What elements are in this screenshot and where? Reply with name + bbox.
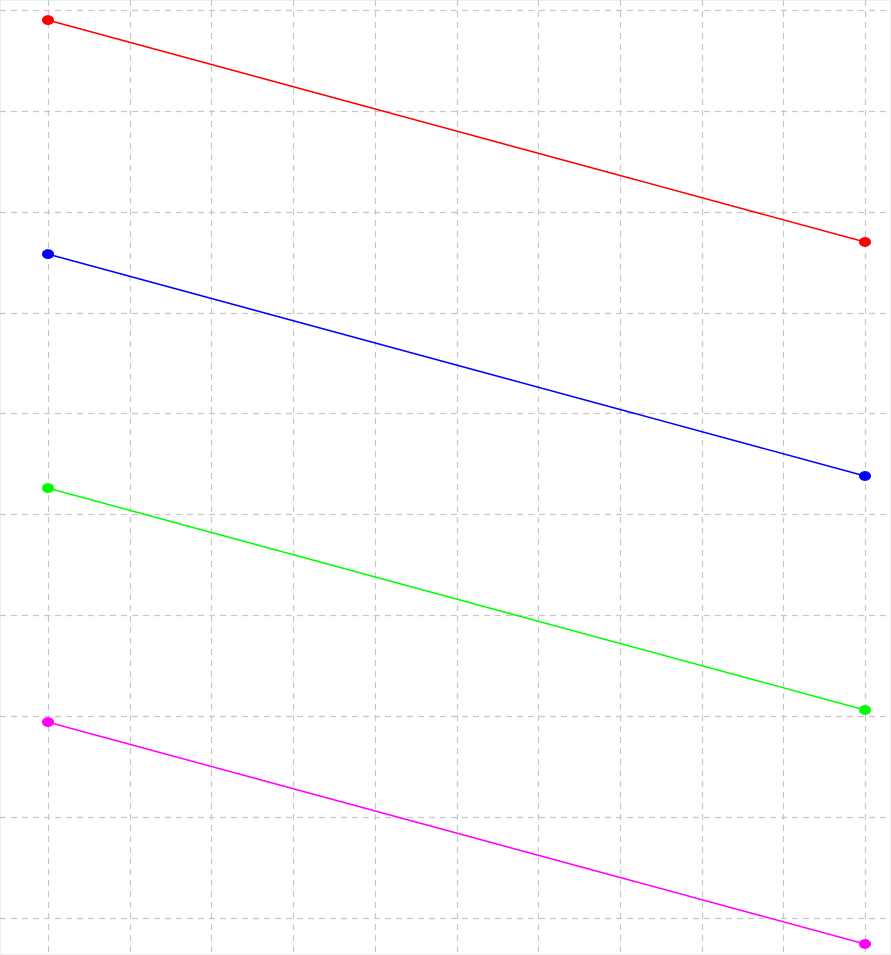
series-line-3 (47, 721, 866, 945)
series-line-0 (47, 19, 866, 243)
data-point-1-0 (42, 249, 54, 260)
series-lines (47, 19, 866, 945)
series-line-2 (47, 487, 866, 711)
series-line-1 (47, 253, 866, 477)
data-point-0-0 (42, 15, 54, 26)
data-point-2-0 (42, 483, 54, 494)
data-point-0-1 (859, 237, 871, 247)
data-point-1-1 (859, 471, 871, 481)
data-point-3-0 (42, 717, 54, 728)
data-points (42, 15, 871, 949)
data-point-3-1 (859, 939, 871, 949)
data-point-2-1 (859, 705, 871, 715)
